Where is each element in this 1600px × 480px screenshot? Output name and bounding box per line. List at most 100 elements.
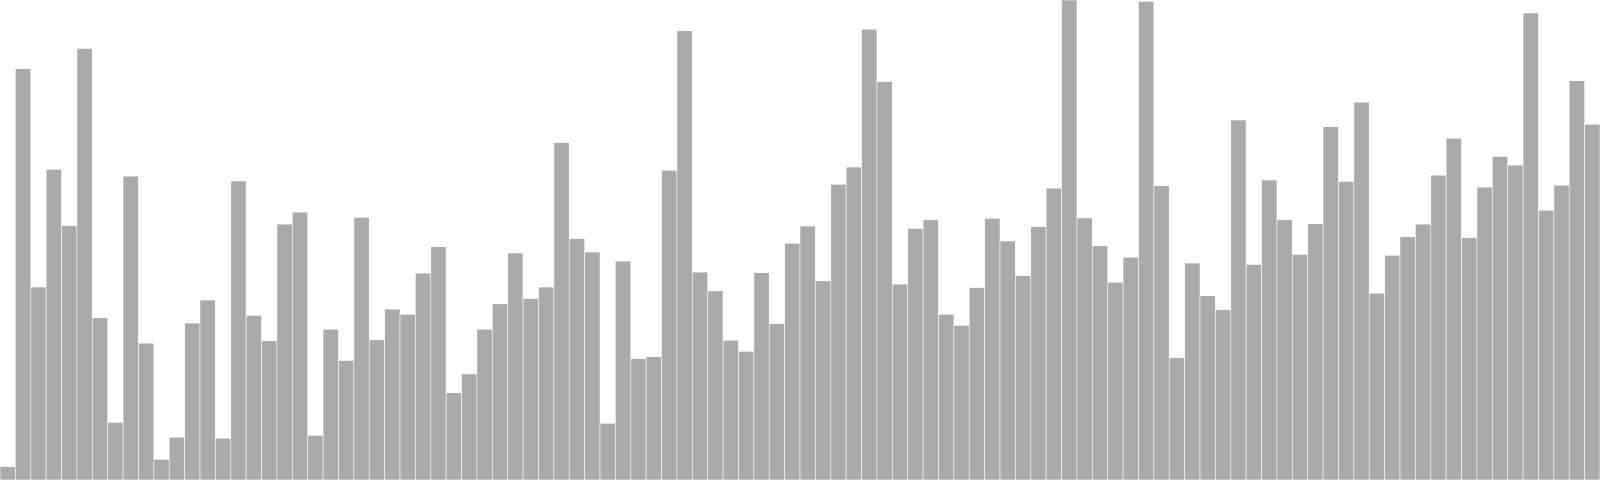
bar-98 — [1492, 156, 1508, 480]
bar-43 — [645, 356, 662, 480]
bar-10 — [138, 342, 155, 480]
bar-80 — [1215, 309, 1232, 480]
bar-66 — [999, 240, 1016, 480]
bar-89 — [1353, 101, 1370, 480]
bar-23 — [338, 360, 355, 480]
bar-4 — [45, 169, 62, 480]
bar-68 — [1030, 226, 1047, 480]
bar-24 — [353, 217, 370, 480]
bar-84 — [1276, 219, 1293, 480]
bar-40 — [599, 423, 616, 480]
bar-11 — [153, 459, 170, 480]
bar-20 — [292, 211, 308, 480]
bar-50 — [753, 272, 770, 480]
bar-12 — [168, 436, 185, 480]
bar-49 — [738, 351, 755, 480]
bar-69 — [1045, 187, 1062, 480]
bar-65 — [984, 218, 1001, 480]
bar-95 — [1445, 137, 1462, 480]
bar-39 — [584, 251, 601, 480]
bar-46 — [692, 271, 708, 480]
bar-100 — [1522, 12, 1539, 480]
bar-93 — [1415, 223, 1432, 480]
bar-29 — [430, 246, 447, 480]
bar-78 — [1184, 262, 1201, 480]
bar-18 — [261, 340, 278, 480]
bar-57 — [861, 28, 878, 480]
bar-9 — [122, 175, 139, 480]
bar-81 — [1230, 119, 1247, 480]
bar-96 — [1461, 237, 1478, 480]
bar-14 — [199, 299, 216, 480]
bar-42 — [630, 358, 647, 480]
bar-70 — [1061, 0, 1078, 480]
bar-67 — [1015, 275, 1032, 480]
bar-83 — [1261, 179, 1278, 480]
bar-99 — [1507, 164, 1524, 480]
bar-28 — [415, 272, 432, 480]
bar-86 — [1307, 223, 1324, 480]
bar-2 — [15, 68, 32, 480]
bar-8 — [107, 422, 124, 480]
bar-33 — [492, 303, 508, 480]
bar-16 — [230, 180, 247, 480]
bar-1 — [0, 466, 16, 480]
bar-85 — [1292, 254, 1308, 480]
bar-17 — [245, 315, 262, 480]
bar-73 — [1107, 281, 1124, 480]
bar-52 — [784, 243, 801, 480]
bar-63 — [953, 325, 970, 480]
bar-45 — [676, 30, 693, 480]
bar-44 — [661, 170, 678, 480]
bar-72 — [1092, 245, 1108, 480]
bar-25 — [368, 339, 385, 480]
bar-34 — [507, 252, 524, 480]
bar-54 — [815, 280, 832, 480]
bar-82 — [1245, 264, 1262, 480]
bar-19 — [276, 223, 293, 480]
bar-37 — [553, 142, 570, 480]
bar-22 — [322, 328, 339, 480]
bar-47 — [707, 290, 724, 480]
bar-13 — [184, 322, 201, 480]
bar-61 — [922, 219, 939, 480]
bar-75 — [1138, 1, 1155, 480]
bar-97 — [1476, 186, 1493, 480]
bar-64 — [968, 287, 985, 480]
bar-58 — [876, 81, 893, 480]
bar-51 — [768, 323, 785, 480]
bar-6 — [76, 48, 93, 480]
bar-62 — [938, 314, 955, 480]
bar-53 — [799, 225, 816, 480]
bar-87 — [1322, 126, 1339, 480]
bar-35 — [522, 298, 539, 480]
bar-38 — [568, 238, 585, 480]
bar-91 — [1384, 255, 1401, 480]
bar-56 — [845, 166, 862, 480]
bar-102 — [1553, 184, 1570, 480]
bar-94 — [1430, 174, 1447, 480]
bar-59 — [892, 283, 908, 480]
bar-88 — [1338, 181, 1355, 480]
bar-41 — [615, 260, 632, 480]
bar-32 — [476, 328, 493, 480]
bar-103 — [1568, 80, 1585, 480]
bar-71 — [1076, 217, 1093, 480]
bar-74 — [1122, 256, 1139, 480]
bar-7 — [92, 317, 108, 480]
bar-15 — [215, 437, 232, 480]
bar-31 — [461, 373, 478, 480]
bar-77 — [1168, 357, 1185, 480]
bar-27 — [399, 314, 416, 480]
bar-92 — [1399, 236, 1416, 480]
bar-5 — [61, 225, 78, 480]
bar-21 — [307, 435, 324, 480]
bar-3 — [30, 286, 47, 480]
bar-104 — [1584, 124, 1600, 480]
bar-101 — [1538, 209, 1555, 480]
bar-55 — [830, 184, 847, 480]
bar-36 — [538, 286, 555, 480]
bar-26 — [384, 308, 401, 480]
